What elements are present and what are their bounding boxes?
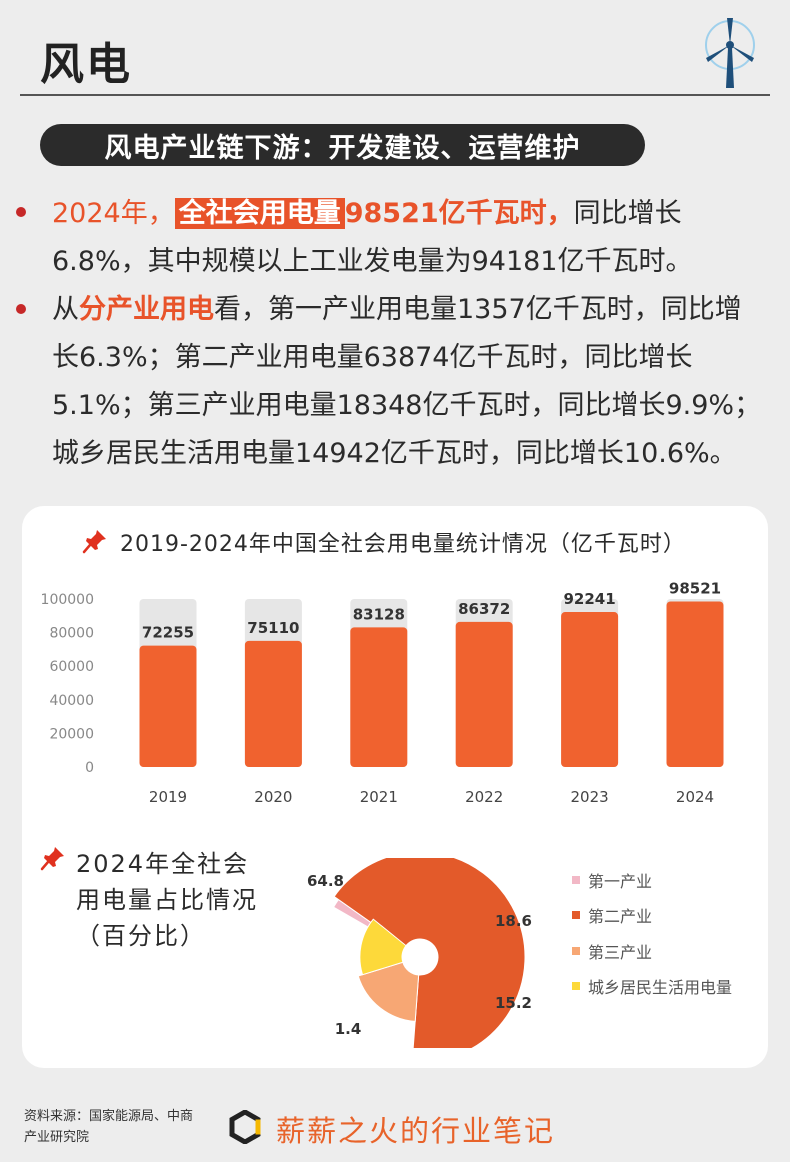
pie-slice-3 <box>359 918 407 976</box>
y-tick-label: 40000 <box>49 693 94 709</box>
header-divider <box>20 94 770 96</box>
paragraph2-prefix: 从 <box>52 294 79 325</box>
bullet-dot <box>16 304 26 314</box>
pushpin-icon <box>82 530 106 554</box>
legend-label: 第二产业 <box>588 907 653 927</box>
y-tick-label: 100000 <box>41 592 94 608</box>
page-title: 风电 <box>40 39 132 90</box>
x-tick-label: 2019 <box>149 788 187 806</box>
bar-2023 <box>561 612 619 767</box>
legend-label: 城乡居民生活用电量 <box>588 978 733 998</box>
bar-value-label: 92241 <box>564 590 616 608</box>
legend-swatch <box>572 946 580 955</box>
x-tick-label: 2021 <box>360 788 398 806</box>
bar-value-label: 86372 <box>458 600 510 618</box>
legend-item: 第二产业 <box>572 898 732 934</box>
paragraph1-rest: 同比增长6.8%，其中规模以上工业发电量为94181亿千瓦时。 <box>52 198 693 277</box>
paragraph2-rest: 看，第一产业用电量1357亿千瓦时，同比增长6.3%；第二产业用电量63874亿… <box>52 294 762 469</box>
brand-name: 薪薪之火的行业笔记 <box>276 1114 556 1148</box>
paragraph-sector-consumption: 从分产业用电看，第一产业用电量1357亿千瓦时，同比增长6.3%；第二产业用电量… <box>52 286 768 478</box>
bar-2021 <box>350 627 408 767</box>
pushpin-icon <box>40 847 64 871</box>
x-tick-label: 2020 <box>254 788 292 806</box>
highlight-sector: 分产业用电 <box>79 294 214 325</box>
year-text: 2024年， <box>52 198 175 229</box>
source-note: 资料来源：国家能源局、中商产业研究院 <box>24 1109 194 1145</box>
bar-chart: 100000 80000 60000 40000 20000 0 72255 2019 7511… <box>41 579 724 806</box>
section-heading: 风电产业链下游：开发建设、运营维护 <box>40 124 645 166</box>
bar-value-label: 72255 <box>142 624 194 642</box>
bar-value-label: 75110 <box>247 619 299 637</box>
x-tick-label: 2022 <box>465 788 503 806</box>
legend-label: 第三产业 <box>588 942 653 962</box>
legend-item: 第三产业 <box>572 933 732 969</box>
y-tick-label: 20000 <box>49 726 94 742</box>
bar-2024 <box>666 601 724 767</box>
pie-value-label: 64.8 <box>307 872 344 890</box>
pie-slice-2 <box>357 961 420 1022</box>
y-tick-label: 80000 <box>49 626 94 642</box>
pie-value-label: 1.4 <box>335 1020 362 1038</box>
x-tick-label: 2023 <box>571 788 609 806</box>
legend-swatch <box>572 982 580 991</box>
brand-logo-icon <box>229 1110 261 1144</box>
bar-2022 <box>455 621 513 767</box>
highlight-total: 全社会用电量 <box>174 198 345 229</box>
wind-turbine-icon <box>705 18 755 88</box>
pie-slice-1 <box>333 858 526 1048</box>
bar-value-label: 83128 <box>353 605 405 623</box>
legend-swatch <box>572 911 580 920</box>
total-value: 98521亿千瓦时， <box>344 198 574 229</box>
bar-2020 <box>244 640 302 767</box>
paragraph-total-consumption: 2024年， 全社会用电量 98521亿千瓦时，同比增长6.8%，其中规模以上工业发… <box>52 190 768 286</box>
pie-legend: 第一产业第二产业第三产业城乡居民生活用电量 <box>572 862 732 1004</box>
legend-item: 第一产业 <box>572 862 732 898</box>
y-tick-label: 60000 <box>49 659 94 675</box>
x-tick-label: 2024 <box>676 788 714 806</box>
bar-2019 <box>139 645 197 767</box>
legend-label: 第一产业 <box>588 871 653 891</box>
pie-chart-title: 2024年全社会用电量占比情况（百分比） <box>76 850 258 950</box>
bar-chart-title: 2019-2024年中国全社会用电量统计情况（亿千瓦时） <box>120 532 686 557</box>
pie-value-label: 15.2 <box>495 994 532 1012</box>
bullet-dot <box>16 207 26 217</box>
legend-item: 城乡居民生活用电量 <box>572 969 732 1005</box>
legend-swatch <box>572 875 580 884</box>
y-tick-label: 0 <box>85 760 94 776</box>
pie-chart: 1.4 64.8 18.6 15.2 <box>307 858 532 1048</box>
pie-value-label: 18.6 <box>495 912 532 930</box>
bar-value-label: 98521 <box>669 579 721 597</box>
